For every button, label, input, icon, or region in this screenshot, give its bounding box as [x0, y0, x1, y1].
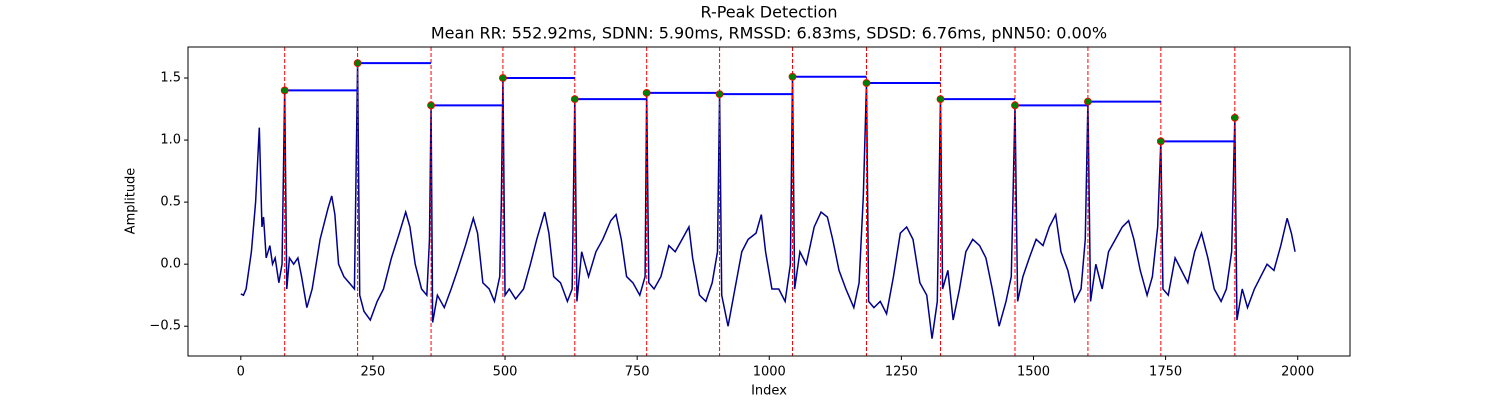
- peak-marker: [427, 101, 435, 110]
- x-tick-label: 500: [493, 365, 518, 380]
- y-tick-label: −0.5: [149, 319, 181, 334]
- x-tick-label: 250: [361, 365, 386, 380]
- x-tick-label: 1750: [1149, 365, 1182, 380]
- x-tick-label: 1000: [753, 365, 786, 380]
- x-tick-label: 750: [625, 365, 650, 380]
- x-tick-label: 1500: [1017, 365, 1050, 380]
- peak-marker: [1230, 113, 1239, 122]
- peak-marker: [715, 90, 724, 99]
- y-axis-label: Amplitude: [124, 168, 139, 235]
- peak-marker: [280, 86, 289, 95]
- y-tick-label: 1.5: [160, 71, 181, 86]
- peak-marker: [936, 95, 945, 104]
- peak-marker: [1011, 101, 1019, 110]
- peak-marker: [499, 74, 507, 82]
- plot-frame: [187, 46, 1351, 357]
- peak-marker: [1084, 97, 1092, 106]
- x-tick-label: 2000: [1281, 365, 1314, 380]
- x-tick-label: 0: [237, 365, 245, 380]
- x-axis-label: Index: [751, 384, 787, 399]
- peak-marker: [353, 59, 362, 68]
- chart-subtitle: Mean RR: 552.92ms, SDNN: 5.90ms, RMSSD: …: [431, 24, 1107, 43]
- x-tick-label: 1250: [885, 365, 918, 380]
- peak-marker: [788, 72, 797, 81]
- peak-marker: [570, 95, 579, 104]
- signal-line: [240, 63, 1296, 339]
- peak-marker: [1156, 137, 1165, 146]
- peak-marker: [862, 79, 871, 87]
- y-tick-label: 0.0: [160, 257, 181, 272]
- y-tick-label: 1.0: [160, 133, 181, 148]
- peak-marker: [642, 89, 651, 97]
- chart-title: R-Peak Detection: [700, 3, 837, 22]
- y-tick-label: 0.5: [160, 195, 181, 210]
